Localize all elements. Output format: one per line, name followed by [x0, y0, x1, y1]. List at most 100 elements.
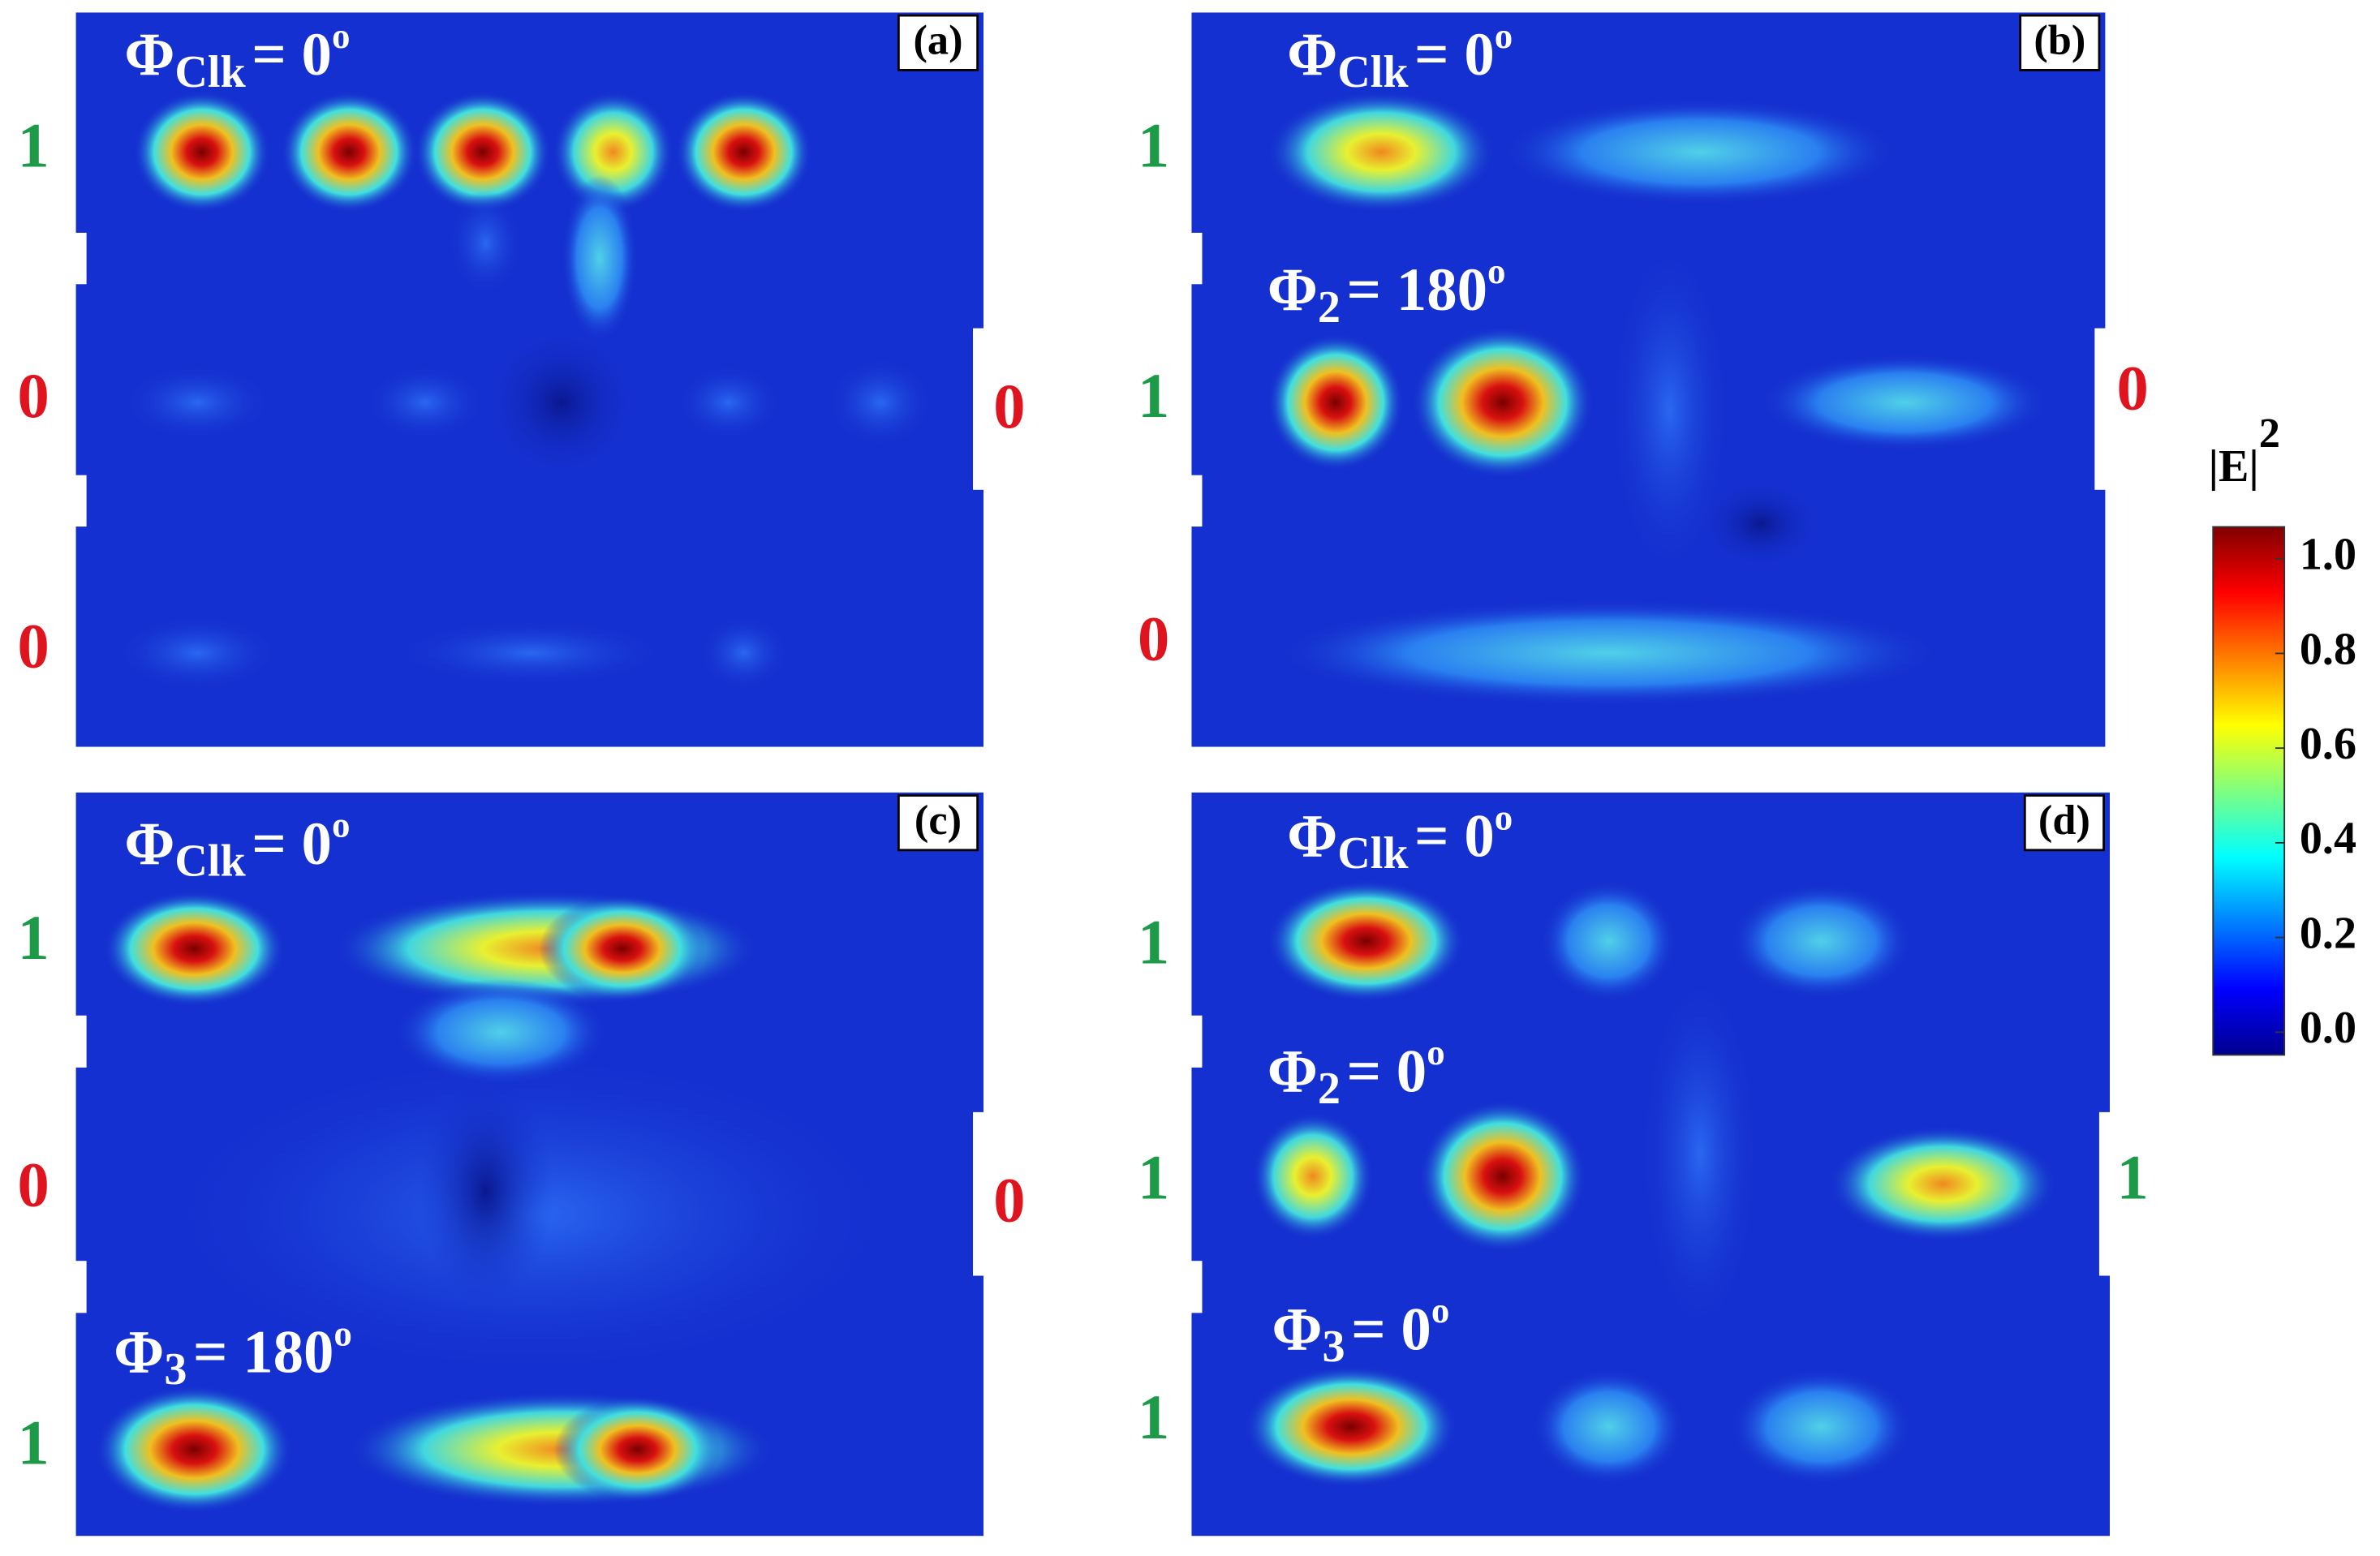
field-hotspot: [394, 619, 669, 686]
field-hotspot: [675, 364, 782, 441]
phase-value: = 180: [1346, 256, 1487, 324]
phase-value: = 0: [252, 810, 332, 878]
tag-box: [897, 14, 979, 71]
field-hotspot: [485, 326, 638, 479]
port-notch: [973, 328, 985, 490]
input-label: 0: [18, 611, 49, 681]
phase-value: = 0: [1414, 21, 1495, 88]
field-hotspot: [1700, 478, 1822, 570]
phase-symbol: Φ: [114, 1319, 164, 1386]
port-notch: [1190, 232, 1203, 285]
phase-symbol: Φ: [1267, 1038, 1318, 1106]
phase-label: Φ3 = 180o: [114, 1313, 352, 1395]
field-hotspot: [1828, 1126, 2057, 1242]
field-hotspot: [1540, 880, 1677, 1002]
field-map: [75, 792, 984, 1537]
field-hotspot: [1267, 91, 1496, 213]
port-notch: [74, 1261, 87, 1313]
port-notch: [2098, 1111, 2111, 1276]
phase-label: ΦClk = 0o: [1287, 15, 1513, 97]
colorbar-tick-label: 0.0: [2300, 1003, 2356, 1053]
field-hotspot: [1244, 1365, 1457, 1488]
phase-value: = 180: [193, 1319, 334, 1386]
phase-symbol: Φ: [124, 810, 174, 878]
phase-degree: o: [332, 805, 350, 845]
phase-label: Φ2 = 180o: [1267, 251, 1506, 332]
colorbar-scale: [2212, 526, 2286, 1056]
phase-subscript: Clk: [174, 47, 246, 97]
phase-value: = 0: [1351, 1296, 1431, 1364]
phase-value: = 0: [252, 21, 332, 88]
field-hotspot: [1639, 971, 1761, 1336]
phase-symbol: Φ: [124, 21, 174, 88]
field-hotspot: [1267, 880, 1465, 1002]
phase-degree: o: [332, 15, 350, 56]
phase-label: ΦClk = 0o: [124, 805, 350, 886]
field-hotspot: [1730, 883, 1913, 999]
colorbar-title-main: |E|: [2209, 441, 2259, 492]
field-map: [1191, 792, 2111, 1537]
phase-value: = 0: [1414, 803, 1495, 870]
field-hotspot: [675, 91, 812, 213]
panel: (a) 1 0 0 0 ΦClk = 0o: [18, 12, 1026, 747]
port-notch: [1190, 475, 1203, 527]
field-hotspot: [539, 895, 706, 1002]
tag-box: [897, 794, 979, 852]
field-hotspot: [827, 356, 934, 449]
phase-symbol: Φ: [1287, 803, 1337, 870]
port-notch: [1190, 1261, 1203, 1313]
phase-degree: o: [1495, 15, 1513, 56]
phase-symbol: Φ: [1272, 1296, 1323, 1364]
input-label: 1: [1138, 906, 1169, 977]
field-hotspot: [698, 614, 790, 691]
phase-subscript: 2: [1318, 1064, 1341, 1114]
input-label: 1: [18, 1408, 49, 1478]
output-label: 0: [2116, 353, 2148, 423]
field-hotspot: [562, 174, 638, 342]
field-hotspot: [121, 364, 273, 441]
colorbar-tick-label: 1.0: [2300, 530, 2356, 580]
phase-subscript: 3: [1323, 1322, 1345, 1372]
input-label: 0: [18, 360, 49, 431]
tag-box: [2019, 14, 2101, 71]
colorbar-title-sup: 2: [2259, 410, 2280, 457]
field-hotspot: [1411, 326, 1595, 479]
panel-tag: (c): [915, 797, 962, 844]
output-label: 0: [993, 1164, 1025, 1235]
input-label: 1: [1138, 360, 1169, 431]
colorbar-tick-label: 0.8: [2300, 624, 2356, 674]
field-hotspot: [417, 1077, 554, 1306]
input-label: 0: [18, 1150, 49, 1220]
phase-degree: o: [1495, 797, 1513, 838]
phase-label: Φ2 = 0o: [1267, 1033, 1445, 1114]
field-hotspot: [281, 91, 418, 213]
phase-symbol: Φ: [1287, 21, 1337, 88]
tag-box: [2023, 794, 2105, 852]
field-hotspot: [1533, 1369, 1685, 1485]
field-hotspot: [133, 91, 270, 213]
phase-symbol: Φ: [1267, 256, 1318, 324]
panel-tag: (b): [2034, 17, 2085, 64]
phase-label: ΦClk = 0o: [1287, 797, 1513, 879]
colorbar: |E|2 0.0 0.2 0.4 0.6 0.8 1.0: [2209, 410, 2356, 1056]
colorbar-title: |E|2: [2209, 410, 2280, 492]
colorbar-tick-label: 0.6: [2300, 719, 2356, 769]
colorbar-tick-label: 0.2: [2300, 908, 2356, 958]
phase-value: = 0: [1346, 1038, 1427, 1106]
phase-label: ΦClk = 0o: [124, 15, 350, 97]
port-notch: [973, 1111, 985, 1276]
field-hotspot: [552, 91, 674, 213]
field-hotspot: [114, 614, 282, 691]
output-label: 1: [2116, 1141, 2148, 1212]
input-label: 1: [18, 902, 49, 973]
colorbar-tick-label: 0.4: [2300, 814, 2356, 864]
phase-degree: o: [1431, 1291, 1449, 1331]
phase-degree: o: [334, 1313, 351, 1354]
field-hotspot: [1252, 1112, 1374, 1240]
panel-tag: (d): [2038, 797, 2090, 844]
field-hotspot: [1418, 1100, 1586, 1253]
phase-degree: o: [1427, 1033, 1444, 1073]
input-label: 1: [18, 110, 49, 180]
